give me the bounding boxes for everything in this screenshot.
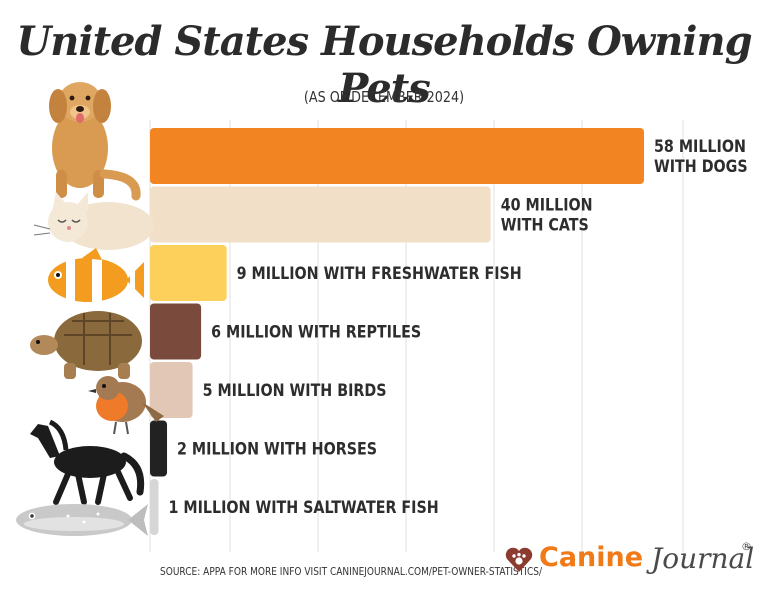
- bar-birds: [150, 362, 193, 418]
- bar-label-line: 2 MILLION WITH HORSES: [177, 438, 377, 459]
- bar-horses: [150, 420, 168, 477]
- bar-label-dogs: 58 MILLION WITH DOGS: [654, 136, 748, 177]
- bar-label-line: 1 MILLION WITH SALTWATER FISH: [169, 497, 439, 518]
- clownfish-icon: [48, 248, 144, 302]
- cat-icon: [33, 192, 154, 250]
- bar-label-line: WITH CATS: [501, 214, 589, 235]
- tortoise-icon: [30, 311, 142, 379]
- bar-label-line: 6 MILLION WITH REPTILES: [211, 321, 421, 342]
- bar-label-cats: 40 MILLION WITH CATS: [501, 194, 593, 235]
- bar-label-birds: 5 MILLION WITH BIRDS: [203, 380, 387, 401]
- bar-label-saltwater-fish: 1 MILLION WITH SALTWATER FISH: [169, 497, 439, 518]
- bar-label-horses: 2 MILLION WITH HORSES: [177, 438, 377, 459]
- bar-label-line: 9 MILLION WITH FRESHWATER FISH: [237, 263, 522, 284]
- horse-icon: [30, 419, 145, 505]
- saltwater-fish-icon: [16, 504, 148, 536]
- bar-label-line: WITH DOGS: [654, 156, 748, 177]
- heart-paw-icon: [505, 547, 533, 572]
- bar-dogs: [150, 128, 644, 184]
- bar-label-line: 40 MILLION: [501, 194, 593, 215]
- bar-label-reptiles: 6 MILLION WITH REPTILES: [211, 321, 421, 342]
- bar-label-line: 5 MILLION WITH BIRDS: [203, 380, 387, 401]
- dog-icon: [49, 82, 141, 201]
- logo-word-canine: Canine: [539, 542, 644, 573]
- registered-mark: ®: [741, 540, 752, 553]
- source-note: SOURCE: APPA FOR MORE INFO VISIT CANINEJ…: [160, 565, 543, 578]
- bar-saltwater-fish: [150, 479, 159, 535]
- bar-labels: 58 MILLION WITH DOGS 40 MILLION WITH CATS 9 …: [169, 136, 748, 518]
- chart-subtitle: (AS OF DECEMBER 2024): [303, 88, 465, 106]
- bars: [150, 128, 644, 535]
- bar-freshwater-fish: [150, 245, 227, 301]
- chart-title: United States Households Owning Pets: [16, 18, 752, 112]
- logo-word-journal: Journal: [651, 542, 755, 575]
- canine-journal-logo: Canine Journal ®: [505, 540, 755, 580]
- bar-reptiles: [150, 303, 202, 360]
- bar-cats: [150, 186, 491, 243]
- robin-icon: [88, 376, 164, 435]
- bar-label-freshwater-fish: 9 MILLION WITH FRESHWATER FISH: [237, 263, 522, 284]
- bar-label-line: 58 MILLION: [654, 136, 746, 157]
